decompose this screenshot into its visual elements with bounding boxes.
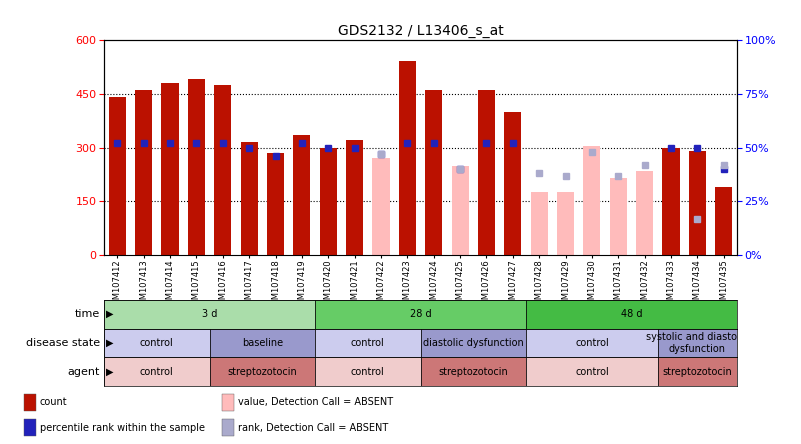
Text: 28 d: 28 d	[410, 309, 431, 319]
Text: diastolic dysfunction: diastolic dysfunction	[423, 338, 524, 348]
Bar	[658, 357, 737, 386]
Bar	[421, 357, 526, 386]
Text: ▶: ▶	[106, 338, 113, 348]
Bar	[583, 146, 601, 255]
Text: control: control	[575, 338, 609, 348]
Text: time: time	[74, 309, 100, 319]
Text: control: control	[575, 367, 609, 377]
Text: 48 d: 48 d	[621, 309, 642, 319]
Bar	[315, 357, 421, 386]
Bar	[715, 187, 732, 255]
Bar	[425, 90, 442, 255]
Bar	[689, 228, 706, 255]
Bar	[658, 329, 737, 357]
Bar	[162, 83, 179, 255]
Text: control: control	[140, 367, 174, 377]
Bar	[240, 142, 258, 255]
Text: systolic and diastolic
dysfunction: systolic and diastolic dysfunction	[646, 332, 748, 354]
Bar	[399, 61, 416, 255]
Bar	[452, 166, 469, 255]
Bar	[505, 112, 521, 255]
Bar	[346, 140, 363, 255]
Text: streptozotocin: streptozotocin	[227, 367, 297, 377]
Bar	[188, 79, 205, 255]
Bar	[315, 300, 526, 329]
Bar	[135, 90, 152, 255]
Bar	[109, 97, 126, 255]
Bar	[315, 329, 421, 357]
Text: control: control	[351, 338, 384, 348]
Bar	[24, 419, 36, 436]
Bar	[478, 90, 495, 255]
Bar	[210, 357, 315, 386]
Bar	[222, 394, 234, 411]
Bar	[24, 394, 36, 411]
Text: ▶: ▶	[106, 367, 113, 377]
Text: count: count	[40, 397, 67, 408]
Bar	[210, 329, 315, 357]
Bar	[267, 153, 284, 255]
Text: control: control	[351, 367, 384, 377]
Text: control: control	[140, 338, 174, 348]
Bar	[557, 193, 574, 255]
Text: ▶: ▶	[106, 309, 113, 319]
Text: disease state: disease state	[26, 338, 100, 348]
Bar	[293, 135, 311, 255]
Bar	[526, 329, 658, 357]
Bar	[526, 300, 737, 329]
Text: percentile rank within the sample: percentile rank within the sample	[40, 423, 205, 433]
Text: agent: agent	[68, 367, 100, 377]
Bar	[526, 357, 658, 386]
Text: streptozotocin: streptozotocin	[438, 367, 508, 377]
Text: 3 d: 3 d	[202, 309, 217, 319]
Bar	[104, 329, 210, 357]
Bar	[320, 147, 336, 255]
Bar	[104, 300, 315, 329]
Text: rank, Detection Call = ABSENT: rank, Detection Call = ABSENT	[238, 423, 388, 433]
Bar	[104, 357, 210, 386]
Bar	[636, 171, 653, 255]
Text: value, Detection Call = ABSENT: value, Detection Call = ABSENT	[238, 397, 393, 408]
Bar	[222, 419, 234, 436]
Bar	[214, 85, 231, 255]
Bar	[610, 178, 627, 255]
Title: GDS2132 / L13406_s_at: GDS2132 / L13406_s_at	[338, 24, 503, 38]
Bar	[421, 329, 526, 357]
Bar	[372, 159, 389, 255]
Text: baseline: baseline	[242, 338, 283, 348]
Bar	[530, 193, 548, 255]
Text: streptozotocin: streptozotocin	[662, 367, 732, 377]
Bar	[662, 147, 679, 255]
Bar	[689, 151, 706, 255]
